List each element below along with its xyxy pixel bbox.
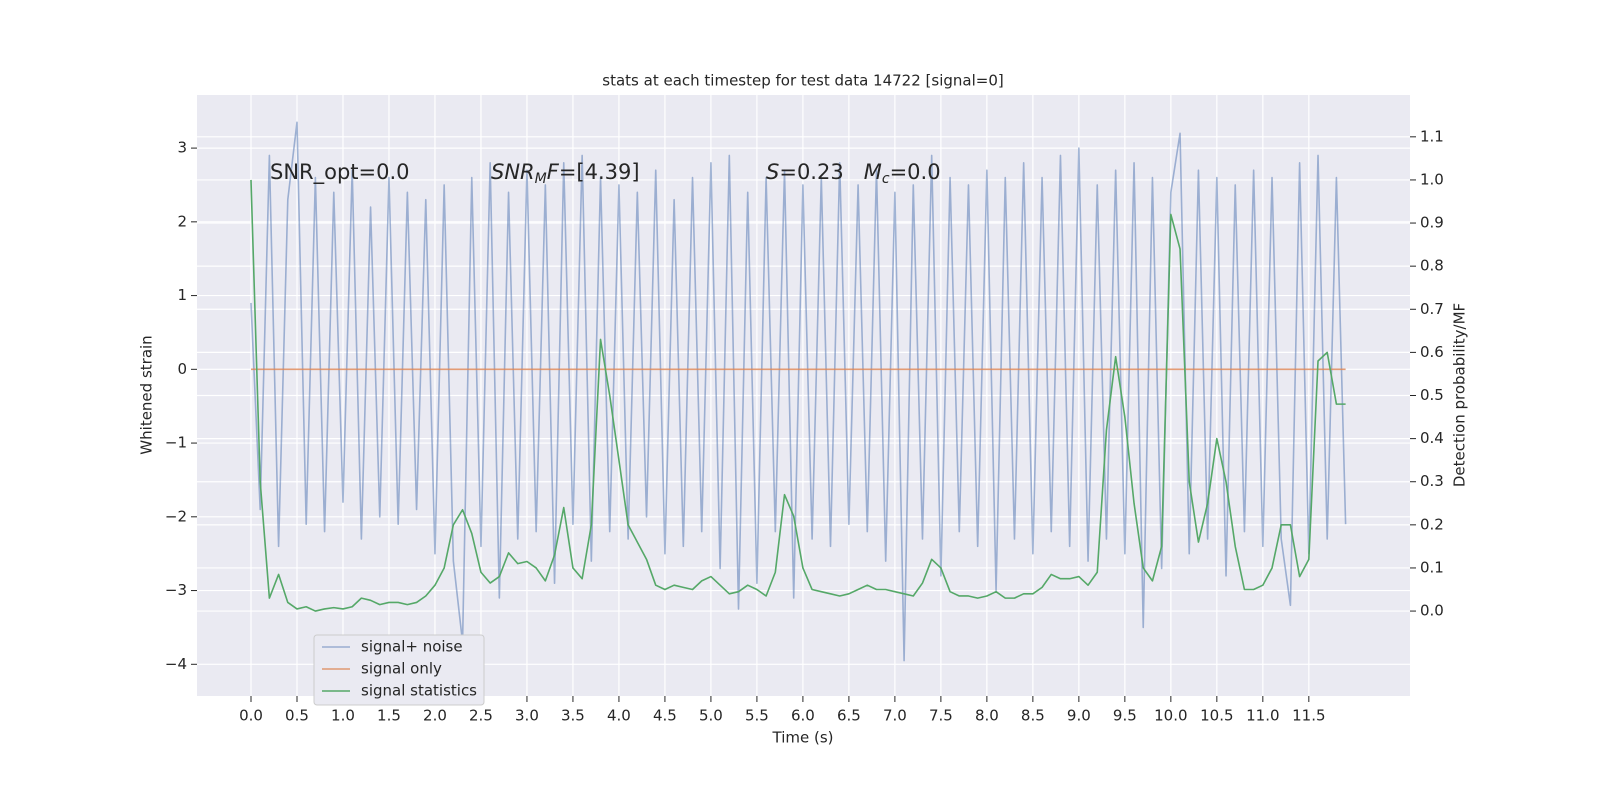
legend: signal+ noise signal only signal statistic… [313,634,485,706]
x-tick-label: 2.0 [423,707,447,725]
legend-label: signal+ noise [361,638,463,656]
x-tick-label: 2.5 [469,707,493,725]
annotation-part: M [535,171,547,187]
annotation-part: SNR [491,160,535,184]
y-tick-label: 1 [177,286,187,304]
x-tick-label: 6.5 [837,707,861,725]
y2-tick-label: 0.8 [1420,257,1444,275]
y2-tick-label: 0.5 [1420,386,1444,404]
y2-tick-label: 0.7 [1420,300,1444,318]
y2-tick-label: 0.6 [1420,343,1444,361]
y-tick-label: −2 [165,507,187,525]
y-tick-label: −1 [165,434,187,452]
x-tick-label: 5.5 [745,707,769,725]
annotation-part: SNR_opt=0.0 [270,160,410,185]
legend-box [313,634,485,706]
x-tick-label: 4.5 [653,707,677,725]
y-tick-label: 3 [177,139,187,157]
annotation-part: =0.0 [890,160,941,184]
x-tick-label: 8.0 [975,707,999,725]
y-axis-label: Whitened strain [138,335,156,454]
annotation: S=0.23 Mc=0.0 [766,160,941,187]
x-tick-label: 1.5 [377,707,401,725]
x-tick-label: 11.0 [1246,707,1279,725]
annotation-part: S [766,160,779,184]
annotation: SNRMF=[4.39] [491,160,640,187]
y2-tick-label: 0.2 [1420,515,1444,533]
x-tick-label: 4.0 [607,707,631,725]
y-tick-label: −3 [165,581,187,599]
x-tick-label: 10.5 [1200,707,1233,725]
annotation-part: c [882,171,890,187]
annotation: SNR_opt=0.0 [270,160,410,185]
x-tick-label: 7.0 [883,707,907,725]
y2-tick-label: 0.4 [1420,429,1444,447]
y2-tick-label: 0.3 [1420,472,1444,490]
annotation-part: =0.23 [779,160,863,184]
x-tick-label: 10.0 [1154,707,1187,725]
x-tick-label: 0.0 [239,707,263,725]
annotation-part: =[4.39] [559,160,640,184]
y2-tick-label: 0.9 [1420,214,1444,232]
legend-label: signal only [361,660,442,678]
x-tick-label: 0.5 [285,707,309,725]
y2-tick-label: 0.0 [1420,602,1444,620]
x-tick-label: 7.5 [929,707,953,725]
y2-axis-label: Detection probability/MF [1451,303,1469,487]
chart-title: stats at each timestep for test data 147… [602,72,1003,90]
x-tick-label: 3.0 [515,707,539,725]
legend-label: signal statistics [361,682,477,700]
x-axis-label: Time (s) [772,729,834,747]
y-tick-label: 0 [177,360,187,378]
series-line [250,179,1346,612]
y2-tick-label: 1.0 [1420,170,1444,188]
annotation-part: M [864,160,882,184]
x-tick-label: 1.0 [331,707,355,725]
x-tick-label: 11.5 [1292,707,1325,725]
y2-tick-label: 0.1 [1420,558,1444,576]
y-tick-label: 2 [177,212,187,230]
y2-tick-label: 1.1 [1420,127,1444,145]
x-tick-label: 6.0 [791,707,815,725]
x-tick-label: 9.0 [1067,707,1091,725]
y-tick-label: −4 [165,655,187,673]
x-tick-label: 3.5 [561,707,585,725]
x-tick-label: 8.5 [1021,707,1045,725]
x-tick-label: 9.5 [1113,707,1137,725]
annotation-part: F [547,160,560,184]
x-tick-label: 5.0 [699,707,723,725]
